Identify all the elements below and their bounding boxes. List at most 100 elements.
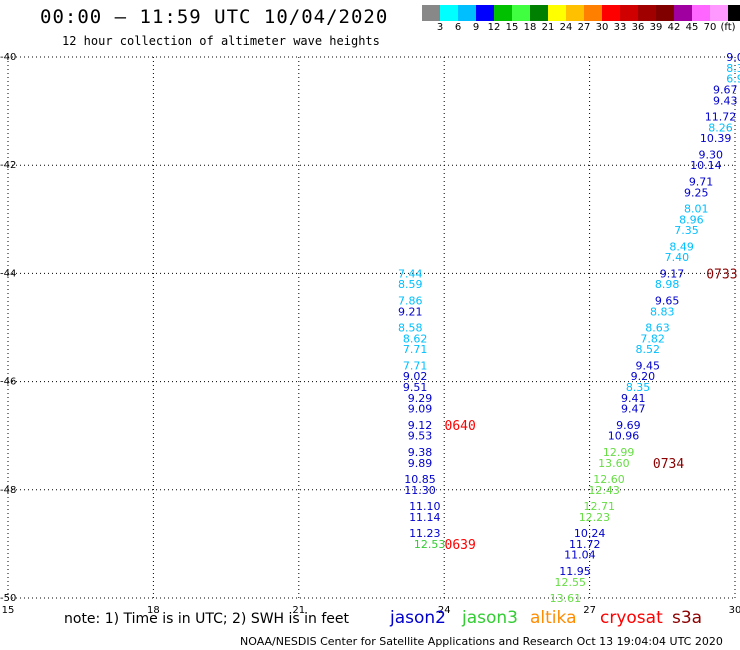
y-tick-label: -44 — [0, 268, 16, 279]
swh-value-label: 11.10 — [409, 500, 441, 513]
pass-time-label: 0640 — [445, 419, 476, 434]
legend-swatch — [530, 5, 548, 21]
swh-value-label: 11.30 — [404, 484, 436, 497]
legend-label: 21 — [541, 22, 555, 33]
legend-swatch — [566, 5, 584, 21]
legend-swatch — [638, 5, 656, 21]
x-tick-label: 24 — [438, 605, 451, 616]
swh-value-label: 7.40 — [665, 251, 690, 264]
pass-time-label: 0733 — [706, 267, 737, 282]
chart-header-title: 00:00 – 11:59 UTC 10/04/2020 — [40, 6, 389, 28]
legend-swatch — [512, 5, 530, 21]
swh-value-label: 9.29 — [408, 392, 433, 405]
swh-value-label: 6.9 — [726, 73, 740, 86]
swh-value-label: 8.59 — [398, 278, 423, 291]
satellite-label-cryosat: cryosat — [600, 608, 663, 628]
swh-value-label: 12.71 — [584, 500, 616, 513]
satellite-label-altika: altika — [530, 608, 577, 628]
legend-label: 39 — [649, 22, 663, 33]
swh-value-label: 12.23 — [579, 511, 611, 524]
legend-swatch — [656, 5, 674, 21]
swh-value-label: 7.35 — [674, 224, 699, 237]
legend-label: 18 — [523, 22, 537, 33]
swh-value-label: 9.71 — [689, 175, 714, 188]
swh-value-label: 8.96 — [679, 213, 704, 226]
legend-label: 42 — [667, 22, 681, 33]
x-tick-label: 15 — [2, 605, 15, 616]
swh-value-label: 10.96 — [608, 430, 640, 443]
swh-value-label: 11.23 — [409, 527, 441, 540]
swh-value-label: 9.09 — [408, 403, 433, 416]
legend-swatch — [458, 5, 476, 21]
legend-label: 70 — [703, 22, 717, 33]
swh-value-label: 9.53 — [408, 430, 433, 443]
swh-value-label: 7.86 — [398, 294, 423, 307]
swh-value-label: 10.14 — [690, 159, 722, 172]
legend-label: 27 — [577, 22, 591, 33]
x-tick-label: 18 — [147, 605, 160, 616]
swh-value-label: 9.43 — [713, 94, 738, 107]
x-tick-label: 30 — [729, 605, 740, 616]
swh-value-label: 8.35 — [626, 381, 651, 394]
chart-header-subtitle: 12 hour collection of altimeter wave hei… — [62, 34, 380, 48]
swh-value-label: 7.82 — [640, 332, 665, 345]
legend-label: (ft) — [720, 22, 736, 33]
swh-value-label: 7.71 — [403, 359, 428, 372]
swh-value-label: 8.98 — [655, 278, 680, 291]
swh-value-label: 13.61 — [550, 592, 582, 605]
swh-value-label: 9.21 — [398, 305, 423, 318]
swh-value-label: 9.65 — [655, 294, 680, 307]
legend-swatch — [440, 5, 458, 21]
swh-value-label: 10.85 — [404, 473, 436, 486]
legend-swatch — [620, 5, 638, 21]
y-tick-label: -40 — [0, 52, 16, 63]
swh-value-label: 8.58 — [398, 322, 423, 335]
pass-time-label: 0639 — [445, 538, 476, 553]
y-tick-label: -42 — [0, 160, 16, 171]
swh-value-label: 7.71 — [403, 343, 428, 356]
x-tick-label: 27 — [583, 605, 596, 616]
legend-swatch — [728, 5, 740, 21]
swh-value-label: 10.24 — [574, 527, 606, 540]
swh-value-label: 9.47 — [621, 403, 646, 416]
legend-swatch — [692, 5, 710, 21]
swh-value-label: 8.01 — [684, 202, 709, 215]
y-tick-label: -46 — [0, 377, 16, 388]
swh-value-label: 8.83 — [650, 305, 675, 318]
swh-value-label: 11.14 — [409, 511, 441, 524]
swh-value-label: 9.69 — [616, 419, 641, 432]
legend-label: 3 — [436, 22, 444, 33]
satellite-label-s3a: s3a — [672, 608, 703, 628]
swh-value-label: 9.25 — [684, 186, 709, 199]
legend-label: 45 — [685, 22, 699, 33]
units-note: note: 1) Time is in UTC; 2) SWH is in fe… — [64, 611, 350, 627]
source-footer: NOAA/NESDIS Center for Satellite Applica… — [240, 635, 723, 648]
swh-value-label: 9.89 — [408, 457, 433, 470]
swh-value-label: 9.67 — [713, 83, 738, 96]
swh-value-label: 9.45 — [636, 359, 661, 372]
swh-value-label: 8.52 — [636, 343, 661, 356]
swh-value-label: 8.3 — [726, 62, 740, 75]
y-tick-label: -50 — [0, 593, 16, 604]
swh-value-label: 12.99 — [603, 446, 635, 459]
swh-value-label: 8.49 — [669, 240, 694, 253]
swh-value-label: 12.43 — [588, 484, 620, 497]
swh-value-label: 9.17 — [660, 267, 685, 280]
swh-value-label: 10.39 — [700, 132, 732, 145]
swh-value-label: 12.55 — [554, 576, 586, 589]
x-tick-label: 21 — [292, 605, 305, 616]
legend-label: 24 — [559, 22, 573, 33]
y-tick-label: -48 — [0, 485, 16, 496]
swh-value-label: 12.60 — [593, 473, 625, 486]
swh-value-label: 12.53 — [414, 538, 446, 551]
legend-swatch — [710, 5, 728, 21]
swh-value-label: 9.51 — [403, 381, 428, 394]
color-scale-legend — [422, 5, 740, 21]
swh-value-label: 8.26 — [708, 121, 733, 134]
legend-label: 12 — [487, 22, 501, 33]
legend-swatch — [674, 5, 692, 21]
swh-value-label: 11.72 — [705, 111, 737, 124]
swh-value-label: 9.30 — [699, 148, 724, 161]
